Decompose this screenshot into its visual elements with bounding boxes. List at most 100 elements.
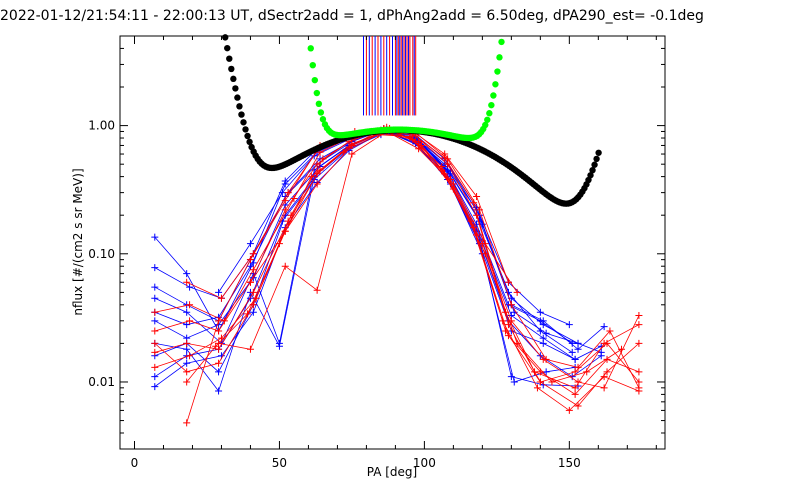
red-data-point xyxy=(481,240,489,248)
blue-series-line xyxy=(154,131,605,350)
blue-data-point xyxy=(507,373,515,381)
red-data-point xyxy=(313,180,321,188)
black-fit-point xyxy=(224,44,231,52)
blue-data-point xyxy=(539,334,547,342)
red-data-point xyxy=(449,180,457,188)
red-data-point xyxy=(249,266,257,274)
green-fit-point xyxy=(315,100,323,108)
blue-data-point xyxy=(186,283,194,291)
black-fit-point xyxy=(246,138,253,146)
red-data-point xyxy=(574,378,582,386)
black-fit-point xyxy=(222,34,229,41)
red-data-point xyxy=(244,310,252,318)
green-fit-point xyxy=(317,109,325,116)
red-data-point xyxy=(151,339,159,347)
red-measurements xyxy=(151,123,643,427)
red-data-point xyxy=(281,262,289,270)
red-data-point xyxy=(603,339,611,347)
x-axis-label: PA [deg] xyxy=(367,465,417,479)
red-data-point xyxy=(574,402,582,410)
reference-lines xyxy=(363,36,417,116)
red-data-point xyxy=(183,278,191,286)
red-series-line xyxy=(186,134,640,411)
red-data-point xyxy=(249,288,257,296)
red-data-point xyxy=(348,150,356,158)
black-fit-point xyxy=(232,85,239,92)
blue-data-point xyxy=(571,355,579,363)
red-data-point xyxy=(406,133,414,141)
blue-data-point xyxy=(568,348,576,356)
green-fit-point xyxy=(311,76,319,84)
blue-data-point xyxy=(510,378,518,386)
black-fit-point xyxy=(244,132,251,140)
black-fit-point xyxy=(240,119,247,126)
blue-data-point xyxy=(183,270,191,278)
black-fit-point xyxy=(242,126,249,133)
blue-data-point xyxy=(574,345,582,353)
green-fit-point xyxy=(307,45,314,52)
red-data-point xyxy=(151,348,159,356)
red-data-point xyxy=(217,294,225,302)
blue-series-line xyxy=(154,133,573,392)
red-data-point xyxy=(215,327,223,335)
blue-data-point xyxy=(281,177,289,185)
black-fit-point xyxy=(230,75,237,83)
red-data-point xyxy=(215,317,223,325)
red-data-point xyxy=(513,288,521,296)
green-fit-point xyxy=(319,116,327,123)
red-data-point xyxy=(319,155,327,163)
blue-data-point xyxy=(151,373,159,381)
blue-data-point xyxy=(183,345,191,353)
blue-data-point xyxy=(183,359,191,367)
red-data-point xyxy=(348,141,356,149)
blue-data-point xyxy=(536,327,544,335)
blue-data-point xyxy=(215,368,223,376)
red-series-line xyxy=(218,130,518,350)
red-data-point xyxy=(313,160,321,168)
blue-data-point xyxy=(597,352,605,360)
red-data-point xyxy=(507,301,515,309)
red-data-point xyxy=(441,150,449,158)
blue-data-point xyxy=(600,323,608,331)
blue-data-point xyxy=(536,308,544,316)
green-fit-point xyxy=(488,101,495,109)
x-axis-ticks: 0 50 100 150 xyxy=(131,36,657,470)
green-fit-point xyxy=(494,68,501,75)
red-data-point xyxy=(499,317,507,325)
red-data-point xyxy=(151,327,159,335)
red-data-point xyxy=(600,384,608,392)
red-data-point xyxy=(635,387,643,395)
red-data-point xyxy=(215,359,223,367)
blue-data-point xyxy=(275,342,283,350)
red-data-point xyxy=(571,384,579,392)
red-data-point xyxy=(249,301,257,309)
red-data-point xyxy=(281,227,289,235)
red-data-point xyxy=(533,384,541,392)
red-data-point xyxy=(186,317,194,325)
red-data-point xyxy=(313,286,321,294)
blue-data-point xyxy=(246,262,254,270)
red-data-point xyxy=(635,339,643,347)
red-data-point xyxy=(246,278,254,286)
red-data-point xyxy=(542,355,550,363)
red-data-point xyxy=(606,327,614,335)
blue-data-point xyxy=(539,321,547,329)
green-fit-point xyxy=(313,89,321,97)
blue-data-point xyxy=(151,294,159,302)
red-data-point xyxy=(635,312,643,320)
red-data-point xyxy=(536,378,544,386)
red-data-point xyxy=(186,301,194,309)
black-fit-point xyxy=(593,155,600,163)
red-data-point xyxy=(635,368,643,376)
blue-series-line xyxy=(154,129,602,353)
red-data-point xyxy=(600,373,608,381)
red-data-point xyxy=(183,339,191,347)
red-data-point xyxy=(446,175,454,183)
x-tick-label: 0 xyxy=(131,456,139,470)
black-fit-point xyxy=(595,149,602,156)
blue-data-point xyxy=(151,233,159,241)
blue-series-line xyxy=(154,131,579,387)
red-data-point xyxy=(246,345,254,353)
blue-data-point xyxy=(565,321,573,329)
red-data-point xyxy=(151,308,159,316)
